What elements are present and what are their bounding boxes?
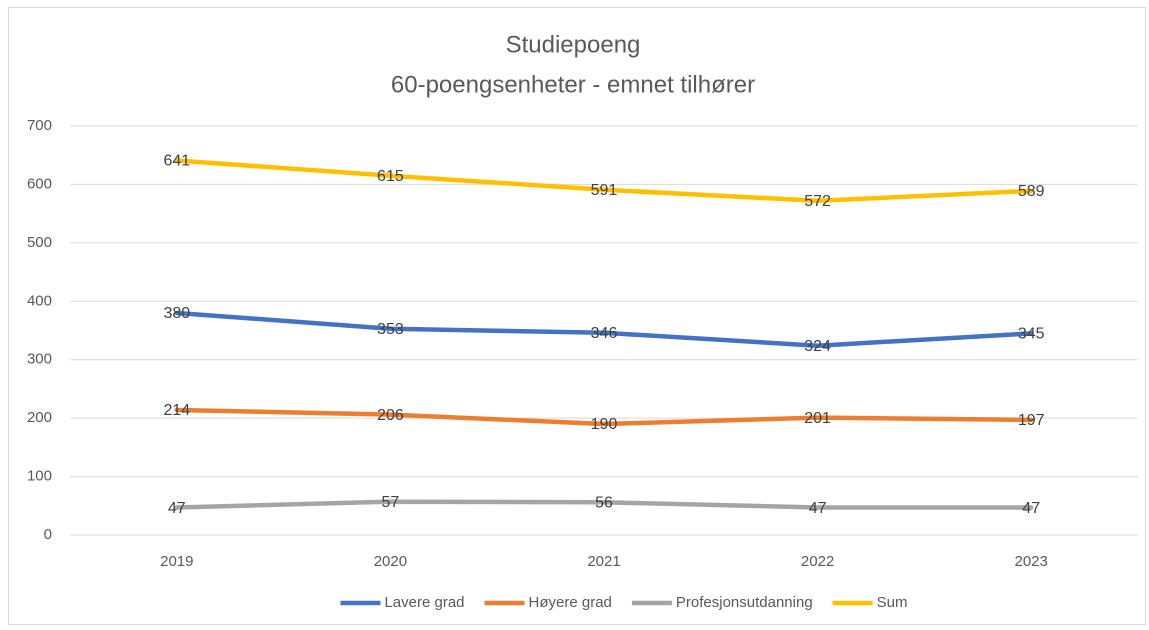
legend-label: Høyere grad: [529, 594, 612, 611]
y-tick-label: 100: [27, 468, 52, 485]
legend-label: Lavere grad: [384, 594, 464, 611]
data-label: 324: [804, 338, 831, 355]
data-label: 345: [1018, 326, 1045, 343]
series-line: [174, 499, 1034, 510]
data-label: 47: [168, 500, 186, 517]
y-tick-label: 600: [27, 175, 52, 192]
legend: Lavere grad Høyere grad Profesjonsutdannin…: [340, 594, 908, 611]
y-tick-label: 0: [44, 526, 52, 543]
data-label: 197: [1018, 412, 1045, 429]
y-tick-label: 300: [27, 351, 52, 368]
data-label: 380: [163, 305, 190, 322]
data-label: 615: [377, 168, 404, 185]
data-label: 346: [591, 325, 618, 342]
x-tick-label: 2019: [160, 553, 193, 570]
data-labels: 380 353 346 324 345 214 206 190 201 197 47 57 56 47 47…: [163, 153, 1044, 517]
data-label: 201: [804, 410, 831, 427]
data-label: 206: [377, 407, 404, 424]
data-label: 591: [591, 182, 618, 199]
y-tick-label: 200: [27, 409, 52, 426]
x-tick-label: 2023: [1015, 553, 1048, 570]
x-tick-label: 2020: [374, 553, 407, 570]
grid: 0 100 200 300 400 500 600 700 2019 2020 2021 2022 20…: [27, 117, 1138, 570]
legend-label: Sum: [877, 594, 908, 611]
y-tick-label: 700: [27, 117, 52, 134]
y-tick-label: 500: [27, 234, 52, 251]
data-label: 589: [1018, 183, 1045, 200]
legend-label: Profesjonsutdanning: [676, 594, 813, 611]
y-tick-label: 400: [27, 292, 52, 309]
data-label: 214: [163, 402, 190, 419]
chart-title: Studiepoeng: [506, 31, 641, 58]
series-line: [174, 310, 1034, 348]
chart-subtitle: 60-poengsenheter - emnet tilhører: [391, 71, 755, 98]
data-label: 57: [382, 494, 400, 511]
data-label: 641: [163, 153, 190, 170]
series-line: [174, 158, 1034, 204]
data-label: 56: [595, 494, 613, 511]
data-label: 572: [804, 193, 831, 210]
x-tick-label: 2021: [587, 553, 620, 570]
data-label: 47: [809, 500, 827, 517]
data-label: 353: [377, 321, 404, 338]
series-line: [174, 407, 1034, 427]
lines: [174, 158, 1034, 510]
x-tick-label: 2022: [801, 553, 834, 570]
data-label: 190: [591, 416, 618, 433]
data-label: 47: [1022, 500, 1040, 517]
